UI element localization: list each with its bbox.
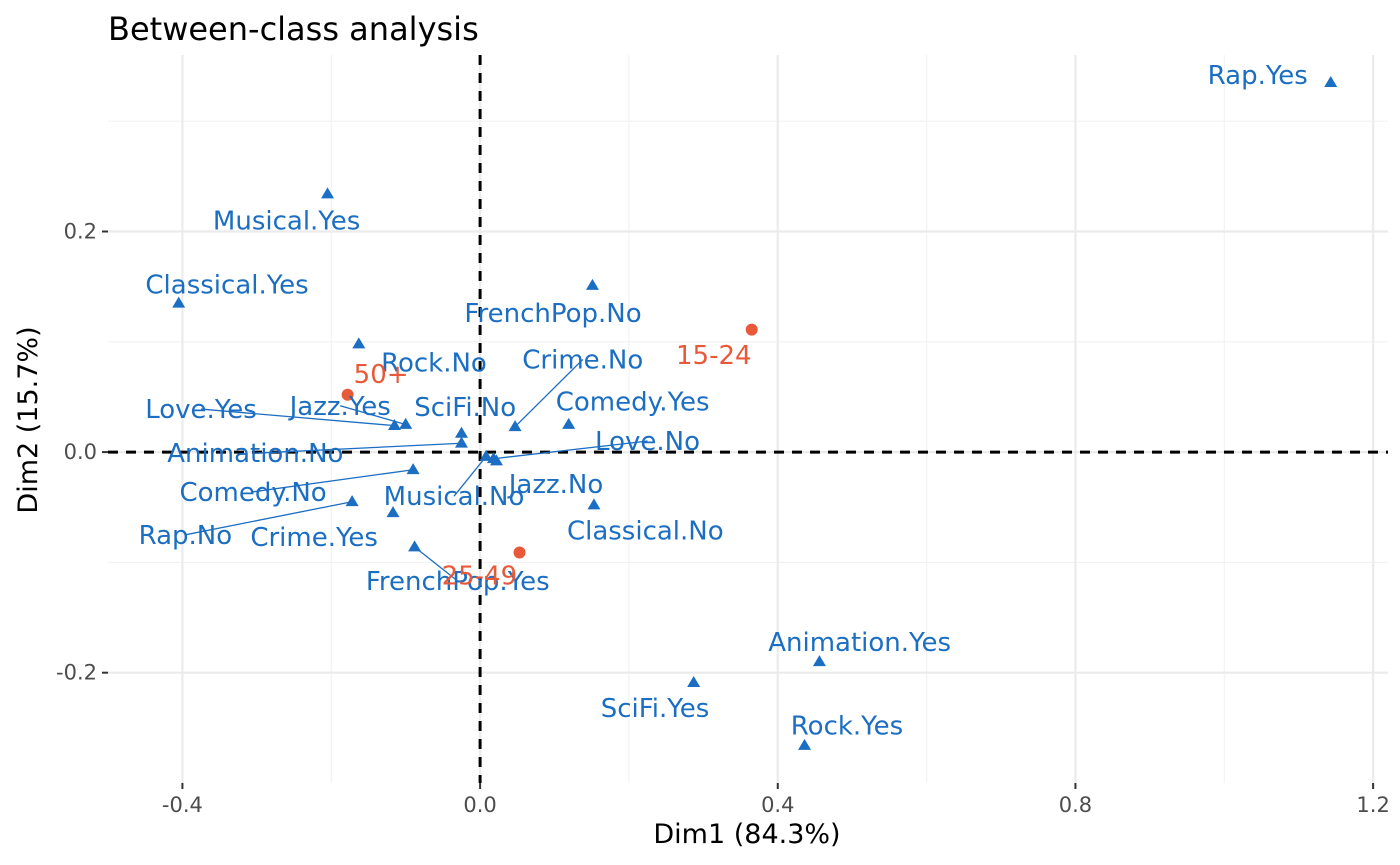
label-50-: 50+ xyxy=(354,360,409,390)
leader-line-musical-no xyxy=(453,456,487,497)
point-rock-no xyxy=(352,337,366,349)
point-rap-yes xyxy=(1324,75,1338,87)
point-scifi-no xyxy=(454,426,468,438)
leader-line-frenchpop-yes xyxy=(414,546,459,582)
x-tick-label: -0.4 xyxy=(162,793,203,817)
point-crime-no xyxy=(508,420,522,432)
point-classical-yes xyxy=(172,296,186,308)
y-axis-title: Dim2 (15.7%) xyxy=(13,326,44,513)
label-comedy-yes: Comedy.Yes xyxy=(556,387,710,417)
label-frenchpop-no: FrenchPop.No xyxy=(464,299,641,329)
label-animation-no: Animation.No xyxy=(167,439,343,469)
point-jazz-yes xyxy=(399,417,413,429)
x-tick-label: 0.0 xyxy=(463,793,496,817)
x-tick-label: 1.2 xyxy=(1356,793,1389,817)
x-axis-title: Dim1 (84.3%) xyxy=(653,819,840,850)
point-musical-no xyxy=(479,449,493,461)
point-animation-yes xyxy=(812,655,826,667)
label-crime-yes: Crime.Yes xyxy=(250,523,378,553)
point-animation-no xyxy=(454,436,468,448)
y-tick-label: 0.2 xyxy=(64,219,97,243)
label-25-49: 25-49 xyxy=(442,562,518,592)
leader-line-animation-no xyxy=(255,442,462,454)
point-classical-no xyxy=(587,498,601,510)
label-classical-no: Classical.No xyxy=(567,516,724,546)
leader-line-love-no xyxy=(493,440,648,460)
point-comedy-yes xyxy=(562,417,576,429)
label-frenchpop-yes: FrenchPop.Yes xyxy=(366,567,550,597)
leader-line-rap-no xyxy=(185,501,353,536)
label-musical-no: Musical.No xyxy=(384,482,525,512)
data-marks xyxy=(172,75,1338,750)
point-comedy-no xyxy=(406,463,420,475)
point-rock-yes xyxy=(798,738,812,750)
x-axis-ticks: -0.4 0.0 0.4 0.8 1.2 xyxy=(162,783,1390,817)
label-classical-yes: Classical.Yes xyxy=(145,270,308,300)
label-15-24: 15-24 xyxy=(676,341,752,371)
y-tick-label: 0.0 xyxy=(64,440,97,464)
point-frenchpop-no xyxy=(585,278,599,290)
label-animation-yes: Animation.Yes xyxy=(768,628,951,658)
point-15-24 xyxy=(745,323,758,336)
label-leader-lines xyxy=(185,358,648,582)
point-jazz-no xyxy=(489,454,503,466)
label-rap-yes: Rap.Yes xyxy=(1208,61,1308,91)
point-50- xyxy=(341,388,354,401)
label-love-yes: Love.Yes xyxy=(145,395,257,425)
reference-lines xyxy=(108,55,1388,783)
label-rock-yes: Rock.Yes xyxy=(791,712,903,742)
y-axis-ticks: -0.2 0.0 0.2 xyxy=(56,219,108,685)
label-rap-no: Rap.No xyxy=(139,521,233,551)
point-frenchpop-yes xyxy=(408,540,422,552)
point-labels: Rap.Yes Musical.Yes Classical.Yes FrenchPop… xyxy=(139,61,1308,742)
x-tick-label: 0.4 xyxy=(761,793,794,817)
label-jazz-yes: Jazz.Yes xyxy=(288,392,391,422)
label-scifi-yes: SciFi.Yes xyxy=(601,694,710,724)
label-musical-yes: Musical.Yes xyxy=(213,206,360,236)
leader-line-comedy-no xyxy=(253,469,414,493)
label-crime-no: Crime.No xyxy=(522,345,643,375)
point-scifi-yes xyxy=(687,676,701,688)
point-musical-yes xyxy=(321,187,335,199)
label-comedy-no: Comedy.No xyxy=(180,478,327,508)
point-rap-no xyxy=(345,495,359,507)
point-25-49 xyxy=(513,546,526,559)
leader-line-crime-no xyxy=(514,358,584,428)
point-love-yes xyxy=(388,419,402,431)
label-scifi-no: SciFi.No xyxy=(414,393,516,423)
label-jazz-no: Jazz.No xyxy=(507,470,604,500)
x-tick-label: 0.8 xyxy=(1059,793,1092,817)
label-rock-no: Rock.No xyxy=(381,349,487,379)
label-love-no: Love.No xyxy=(595,427,700,457)
y-tick-label: -0.2 xyxy=(56,661,97,685)
point-crime-yes xyxy=(386,506,400,518)
chart-title: Between-class analysis xyxy=(108,10,479,48)
leader-line-love-yes xyxy=(200,408,395,427)
